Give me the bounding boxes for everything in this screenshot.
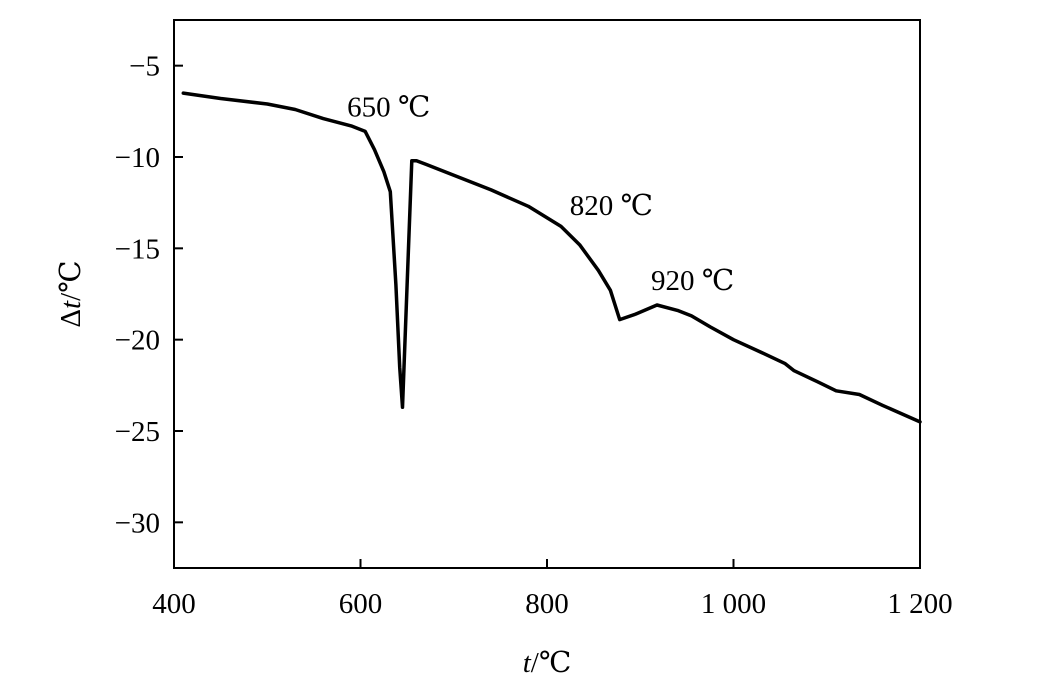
x-axis-title-var: t (523, 647, 532, 679)
y-axis-title-prefix: Δ (55, 309, 87, 328)
annotations: 650 ℃ 820 ℃ 920 ℃ (347, 91, 734, 297)
annotation-label: 650 ℃ (347, 91, 430, 123)
y-tick-label: −30 (115, 507, 160, 539)
y-tick-label: −20 (115, 325, 160, 357)
y-tick-label: −5 (129, 51, 160, 83)
x-tick-label: 1 000 (701, 588, 766, 620)
y-tick-label: −25 (115, 416, 160, 448)
x-axis-title-unit: /℃ (531, 647, 572, 679)
annotation-label: 820 ℃ (570, 190, 653, 222)
x-axis: 400 600 800 1 000 1 200 (152, 559, 953, 620)
y-axis-title-var: t (55, 300, 87, 309)
y-tick-label: −15 (115, 233, 160, 265)
x-axis-title: t/℃ (523, 647, 572, 679)
x-tick-label: 1 200 (887, 588, 952, 620)
x-tick-label: 600 (339, 588, 383, 620)
x-tick-label: 800 (525, 588, 569, 620)
series-line (181, 91, 922, 424)
plot-frame (173, 19, 921, 569)
annotation-label: 920 ℃ (651, 265, 734, 297)
y-axis-title-unit: /℃ (55, 260, 87, 301)
y-axis-title: Δt/℃ (55, 260, 87, 327)
y-axis: −5 −10 −15 −20 −25 −30 (115, 51, 183, 539)
x-tick-label: 400 (152, 588, 196, 620)
y-tick-label: −10 (115, 142, 160, 174)
